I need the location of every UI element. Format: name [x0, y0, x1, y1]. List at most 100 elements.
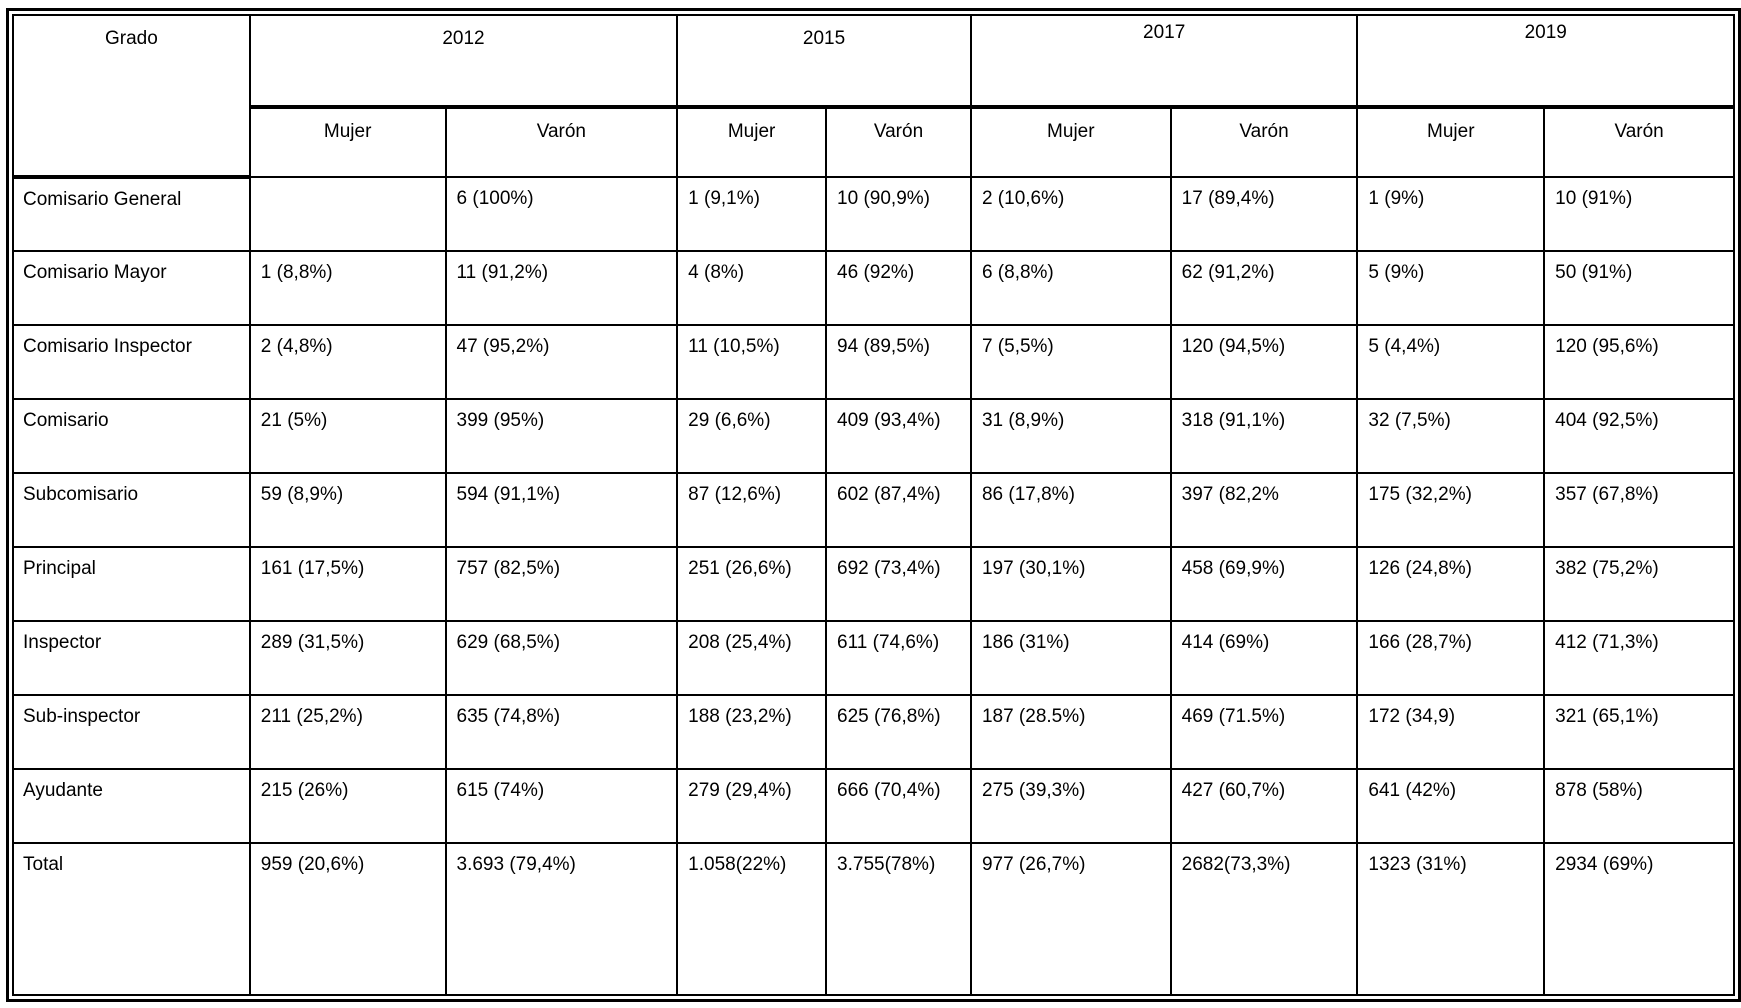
- cell: 635 (74,8%): [444, 694, 679, 770]
- cell: 31 (8,9%): [969, 398, 1172, 474]
- cell: 692 (73,4%): [825, 546, 972, 622]
- cell: 215 (26%): [248, 768, 447, 844]
- cell: 1 (8,8%): [248, 250, 447, 326]
- cell: 5 (4,4%): [1356, 324, 1546, 400]
- cell: 1 (9,1%): [676, 176, 828, 252]
- table-row-total: Total 959 (20,6%) 3.693 (79,4%) 1.058(22…: [12, 842, 1735, 996]
- cell: 427 (60,7%): [1169, 768, 1359, 844]
- year-header-2012: 2012: [248, 14, 679, 109]
- cell: 188 (23,2%): [676, 694, 828, 770]
- year-header-2015: 2015: [676, 14, 972, 109]
- table-row: Comisario Mayor 1 (8,8%) 11 (91,2%) 4 (8…: [12, 250, 1735, 326]
- cell: 46 (92%): [825, 250, 972, 326]
- row-label: Comisario Inspector: [12, 324, 251, 400]
- cell: 3.693 (79,4%): [444, 842, 679, 996]
- cell: 382 (75,2%): [1543, 546, 1735, 622]
- cell: 186 (31%): [969, 620, 1172, 696]
- header-2017-mujer: Mujer: [969, 106, 1172, 178]
- cell: 409 (93,4%): [825, 398, 972, 474]
- cell: 29 (6,6%): [676, 398, 828, 474]
- gender-header-row: Mujer Varón Mujer Varón Mujer Varón Muje…: [13, 106, 1735, 178]
- table-row: Comisario 21 (5%) 399 (95%) 29 (6,6%) 40…: [12, 398, 1735, 474]
- cell: 414 (69%): [1169, 620, 1359, 696]
- cell: 318 (91,1%): [1169, 398, 1359, 474]
- table-row: Ayudante 215 (26%) 615 (74%) 279 (29,4%)…: [12, 768, 1735, 844]
- corner-header-grado: Grado: [12, 14, 251, 179]
- cell: 187 (28.5%): [969, 694, 1172, 770]
- cell: 594 (91,1%): [444, 472, 679, 548]
- cell: 17 (89,4%): [1169, 176, 1359, 252]
- cell: 666 (70,4%): [825, 768, 972, 844]
- row-label: Subcomisario: [12, 472, 251, 548]
- cell: 21 (5%): [248, 398, 447, 474]
- cell: 1.058(22%): [676, 842, 828, 996]
- cell: 412 (71,3%): [1543, 620, 1735, 696]
- cell: 86 (17,8%): [969, 472, 1172, 548]
- table-row: Subcomisario 59 (8,9%) 594 (91,1%) 87 (1…: [12, 472, 1735, 548]
- header-2017-varon: Varón: [1169, 106, 1359, 178]
- cell: 275 (39,3%): [969, 768, 1172, 844]
- cell: 87 (12,6%): [676, 472, 828, 548]
- cell: 357 (67,8%): [1543, 472, 1735, 548]
- cell: 62 (91,2%): [1169, 250, 1359, 326]
- cell: 2 (4,8%): [248, 324, 447, 400]
- cell: 211 (25,2%): [248, 694, 447, 770]
- cell: 629 (68,5%): [444, 620, 679, 696]
- row-label: Ayudante: [12, 768, 251, 844]
- cell: 757 (82,5%): [444, 546, 679, 622]
- header-2015-varon: Varón: [825, 106, 972, 178]
- cell: 289 (31,5%): [248, 620, 447, 696]
- cell: 10 (91%): [1543, 176, 1735, 252]
- cell: 458 (69,9%): [1169, 546, 1359, 622]
- row-label: Inspector: [12, 620, 251, 696]
- cell: 625 (76,8%): [825, 694, 972, 770]
- cell: 6 (100%): [444, 176, 679, 252]
- cell: 251 (26,6%): [676, 546, 828, 622]
- year-header-2017: 2017: [969, 14, 1359, 109]
- cell: 977 (26,7%): [969, 842, 1172, 996]
- header-2012-varon: Varón: [444, 106, 679, 178]
- cell: 602 (87,4%): [825, 472, 972, 548]
- table-row: Inspector 289 (31,5%) 629 (68,5%) 208 (2…: [12, 620, 1735, 696]
- cell: 2 (10,6%): [969, 176, 1172, 252]
- cell: 321 (65,1%): [1543, 694, 1735, 770]
- cell: 611 (74,6%): [825, 620, 972, 696]
- cell: 11 (10,5%): [676, 324, 828, 400]
- cell: 197 (30,1%): [969, 546, 1172, 622]
- grado-gender-year-table: Grado 2012 2015 2017 2019 Mujer Varón Mu…: [12, 14, 1735, 996]
- cell: 120 (95,6%): [1543, 324, 1735, 400]
- cell: 399 (95%): [444, 398, 679, 474]
- row-label: Comisario: [12, 398, 251, 474]
- year-header-row: Grado 2012 2015 2017 2019: [12, 14, 1735, 179]
- table-row: Sub-inspector 211 (25,2%) 635 (74,8%) 18…: [12, 694, 1735, 770]
- table-row: Principal 161 (17,5%) 757 (82,5%) 251 (2…: [12, 546, 1735, 622]
- cell: 120 (94,5%): [1169, 324, 1359, 400]
- cell: 279 (29,4%): [676, 768, 828, 844]
- cell: 11 (91,2%): [444, 250, 679, 326]
- header-2012-mujer: Mujer: [248, 106, 447, 178]
- cell: 32 (7,5%): [1356, 398, 1546, 474]
- statistics-table-frame: Grado 2012 2015 2017 2019 Mujer Varón Mu…: [6, 8, 1741, 1002]
- cell: 126 (24,8%): [1356, 546, 1546, 622]
- cell: 397 (82,2%: [1169, 472, 1359, 548]
- table-row: Comisario General 6 (100%) 1 (9,1%) 10 (…: [12, 176, 1735, 252]
- row-label: Sub-inspector: [12, 694, 251, 770]
- cell: 3.755(78%): [825, 842, 972, 996]
- cell: 878 (58%): [1543, 768, 1735, 844]
- year-header-2019: 2019: [1356, 14, 1735, 109]
- cell: 94 (89,5%): [825, 324, 972, 400]
- cell: 615 (74%): [444, 768, 679, 844]
- header-2015-mujer: Mujer: [676, 106, 828, 178]
- cell: 208 (25,4%): [676, 620, 828, 696]
- cell: 1323 (31%): [1356, 842, 1546, 996]
- cell: 2682(73,3%): [1169, 842, 1359, 996]
- row-label: Comisario General: [12, 176, 251, 252]
- cell: 959 (20,6%): [248, 842, 447, 996]
- cell: 404 (92,5%): [1543, 398, 1735, 474]
- cell: 59 (8,9%): [248, 472, 447, 548]
- row-label: Principal: [12, 546, 251, 622]
- cell: 166 (28,7%): [1356, 620, 1546, 696]
- cell: 469 (71.5%): [1169, 694, 1359, 770]
- cell: 175 (32,2%): [1356, 472, 1546, 548]
- row-label: Total: [12, 842, 251, 996]
